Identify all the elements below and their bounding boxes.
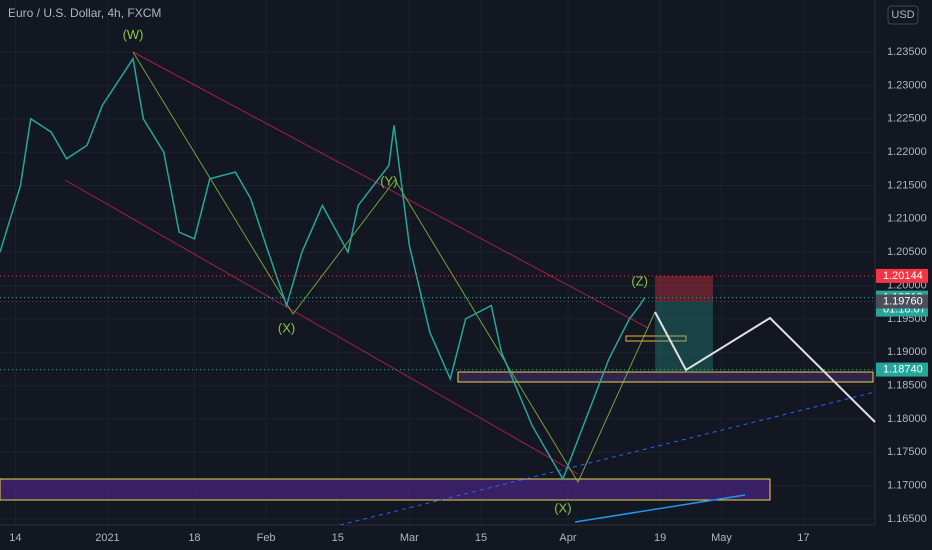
x-tick-label: Apr	[559, 532, 576, 544]
y-tick-label: 1.18000	[887, 413, 927, 425]
y-tick-label: 1.16500	[887, 513, 927, 525]
price-line	[0, 56, 646, 481]
y-tick-label: 1.22500	[887, 113, 927, 125]
x-tick-label: 19	[654, 532, 666, 544]
wave-label: (Z)	[631, 274, 648, 289]
x-tick-label: 14	[9, 532, 21, 544]
y-tick-label: 1.18500	[887, 379, 927, 391]
x-tick-label: 15	[475, 532, 487, 544]
zone	[457, 371, 874, 383]
price-label: 1.18740	[883, 363, 923, 375]
wave-label: (Y)	[380, 174, 397, 189]
currency[interactable]: USD	[891, 9, 914, 21]
price-label-box	[876, 362, 928, 377]
wave-label: (X)	[554, 500, 571, 515]
x-tick-label: 17	[797, 532, 809, 544]
x-tick-label: 15	[332, 532, 344, 544]
y-tick-label: 1.21500	[887, 179, 927, 191]
y-tick-label: 1.22000	[887, 146, 927, 158]
zone	[0, 478, 771, 501]
trendline	[574, 494, 746, 523]
stop-zone	[655, 276, 713, 302]
trendline	[339, 391, 876, 526]
target-zone	[655, 302, 713, 371]
y-tick-label: 1.20500	[887, 246, 927, 258]
x-tick-label: 18	[188, 532, 200, 544]
y-tick-label: 1.21000	[887, 213, 927, 225]
wave-label: (X)	[278, 320, 295, 335]
wave-label: (W)	[123, 27, 144, 42]
y-tick-label: 1.23000	[887, 79, 927, 91]
y-tick-label: 1.19000	[887, 346, 927, 358]
x-tick-label: Feb	[257, 532, 276, 544]
x-tick-label: Mar	[400, 532, 419, 544]
x-tick-label: 2021	[95, 532, 119, 544]
channel	[132, 51, 649, 329]
wave	[132, 51, 656, 484]
chart-title: Euro / U.S. Dollar, 4h, FXCM	[8, 6, 161, 20]
zone	[625, 335, 687, 342]
y-tick-label: 1.17500	[887, 446, 927, 458]
y-tick-label: 1.17000	[887, 480, 927, 492]
price-label-box	[876, 268, 928, 283]
channel	[64, 179, 579, 475]
drawings	[0, 51, 876, 526]
price-label-box	[876, 294, 928, 309]
projection	[654, 311, 876, 423]
x-tick-label: May	[711, 532, 732, 544]
y-tick-label: 1.23500	[887, 46, 927, 58]
price-label: 1.19760	[883, 295, 923, 307]
currency-box[interactable]	[887, 5, 919, 25]
price-label: 1.20144	[883, 270, 923, 282]
